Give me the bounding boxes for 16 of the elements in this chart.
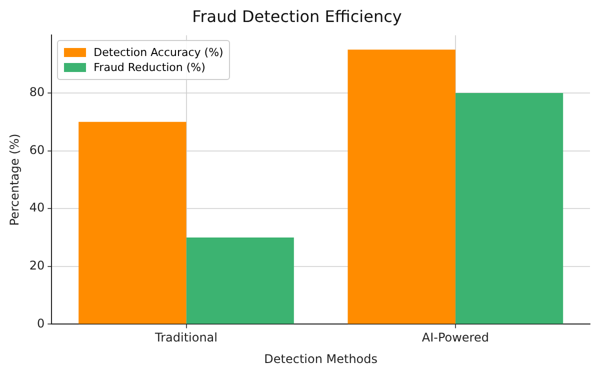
y-tick-label: 20 (29, 258, 45, 273)
y-axis-title: Percentage (%) (7, 134, 22, 226)
chart-title: Fraud Detection Efficiency (192, 6, 402, 26)
bar (186, 238, 294, 324)
x-tick-label: Traditional (154, 330, 218, 345)
bar (78, 122, 186, 324)
y-tick-label: 80 (29, 85, 45, 100)
y-tick-label: 40 (29, 200, 45, 215)
x-axis-title: Detection Methods (264, 352, 378, 366)
y-tick-label: 0 (37, 316, 45, 330)
y-tick-label: 60 (29, 142, 45, 157)
bar (348, 50, 456, 324)
legend-label: Fraud Reduction (%) (94, 61, 206, 74)
legend-label: Detection Accuracy (%) (94, 46, 224, 60)
x-tick-label: AI-Powered (422, 330, 489, 345)
bar (455, 93, 564, 324)
